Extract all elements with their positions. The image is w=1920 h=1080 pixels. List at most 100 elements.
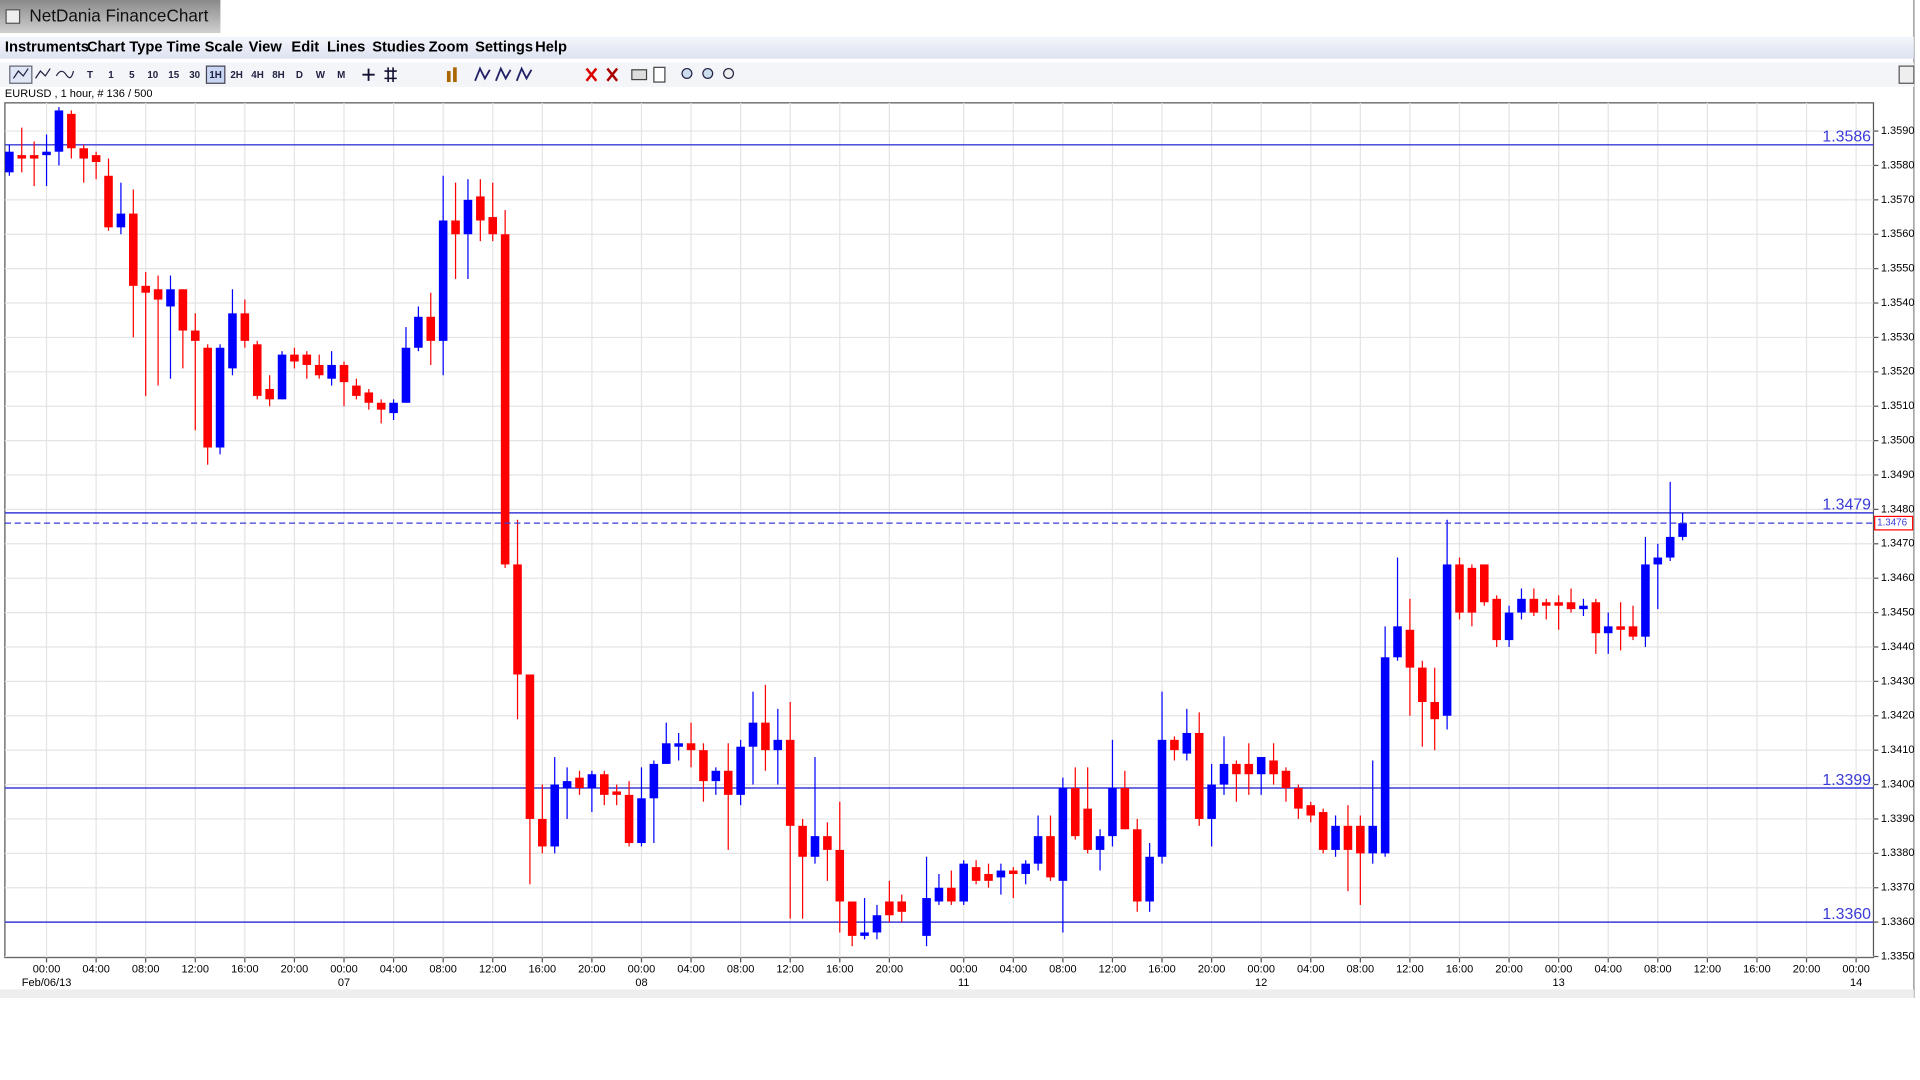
candle-body xyxy=(1021,863,1030,874)
timeframe-button[interactable]: 30 xyxy=(189,70,200,81)
candle-body xyxy=(67,113,76,149)
candle-body xyxy=(1616,626,1625,630)
menu-item[interactable]: View xyxy=(249,40,283,56)
candle-body xyxy=(500,234,510,565)
menu-item[interactable]: Time Scale xyxy=(167,40,243,56)
marks: 1.3586 1.3479 1.3399 1.3360 1.3476 xyxy=(4,106,1914,947)
x-tick-label: 04:00 xyxy=(82,964,110,976)
menu-item[interactable]: Studies xyxy=(372,40,425,56)
candle-body xyxy=(1368,825,1378,854)
candle-body xyxy=(860,932,869,936)
candle-body xyxy=(624,794,634,844)
candle-body xyxy=(1480,564,1489,603)
timeframe-button[interactable]: 8H xyxy=(272,70,285,81)
y-tick-label: 1.3540 xyxy=(1881,297,1915,309)
timeframe-button[interactable]: 1H xyxy=(209,70,222,81)
timeframe-button[interactable]: W xyxy=(316,70,326,81)
date-label: 12 xyxy=(1255,977,1267,989)
volume-button[interactable] xyxy=(446,71,451,83)
candle-body xyxy=(885,901,894,916)
x-tick-label: 00:00 xyxy=(1842,964,1870,976)
candle-body xyxy=(1281,770,1291,788)
candle-body xyxy=(1541,602,1551,606)
timeframe-button[interactable]: D xyxy=(296,70,303,81)
candle-body xyxy=(1492,598,1501,641)
chart-type-button[interactable] xyxy=(9,65,33,84)
timeframe-button[interactable]: 4H xyxy=(251,70,264,81)
candle-body xyxy=(798,825,807,857)
timeframe-button[interactable]: 1 xyxy=(108,70,114,81)
timeframe-button[interactable]: 15 xyxy=(168,70,179,81)
y-tick-label: 1.3480 xyxy=(1881,503,1915,515)
menu-item[interactable]: Zoom xyxy=(429,40,469,56)
candle-body xyxy=(29,155,39,159)
candle-body xyxy=(1591,602,1601,634)
timeframe-button[interactable]: 10 xyxy=(147,70,158,81)
menu-item[interactable]: Lines xyxy=(327,40,365,56)
zoom-reset-button[interactable] xyxy=(723,67,735,79)
candle-body xyxy=(1145,856,1154,902)
timeframe-button[interactable]: 5 xyxy=(129,70,135,81)
x-tick-label: 20:00 xyxy=(578,964,606,976)
print-button[interactable] xyxy=(631,69,648,81)
zoom-in-button[interactable] xyxy=(681,67,693,79)
icon xyxy=(12,68,29,79)
candle-body xyxy=(1083,808,1092,850)
candle-body xyxy=(600,774,609,795)
candle-body xyxy=(1380,657,1390,854)
menu-item[interactable]: Settings xyxy=(475,40,533,56)
line-tools[interactable] xyxy=(474,66,533,82)
chart-type-button[interactable] xyxy=(55,70,75,79)
candle-body xyxy=(1603,626,1613,634)
candle-body xyxy=(1219,763,1229,785)
level-label: 1.3586 xyxy=(1822,129,1871,146)
candle-body xyxy=(872,915,882,933)
candle-body xyxy=(178,289,188,331)
menu-item[interactable]: Instruments xyxy=(5,40,89,56)
menu-item[interactable]: Help xyxy=(535,40,567,56)
y-tick-label: 1.3590 xyxy=(1881,125,1915,137)
date-label: 13 xyxy=(1553,977,1565,989)
x-tick-label: 16:00 xyxy=(1148,964,1176,976)
candle-body xyxy=(1579,605,1588,610)
x-tick-label: 04:00 xyxy=(1297,964,1325,976)
candle-body xyxy=(302,354,312,365)
candle-body xyxy=(476,196,485,221)
last-price-box xyxy=(1874,515,1914,531)
panel-button[interactable] xyxy=(1898,65,1915,84)
zoom-out-button[interactable] xyxy=(702,67,714,79)
y-tick-label: 1.3410 xyxy=(1881,744,1915,756)
x-tick-label: 12:00 xyxy=(1396,964,1424,976)
grid-button[interactable] xyxy=(384,67,397,83)
chart-type-button[interactable] xyxy=(35,68,51,79)
x-tick-label: 00:00 xyxy=(1545,964,1573,976)
y-tick-label: 1.3580 xyxy=(1881,159,1915,171)
candle-body xyxy=(810,836,820,857)
timeframe-button[interactable]: M xyxy=(337,70,345,81)
candle-body xyxy=(1318,812,1328,850)
delete-button[interactable] xyxy=(585,67,598,82)
candle-body xyxy=(1455,564,1464,613)
preview-button[interactable] xyxy=(653,66,666,83)
x-tick-label: 12:00 xyxy=(479,964,507,976)
candle-body xyxy=(1232,763,1241,775)
candle-body xyxy=(1517,598,1526,613)
candle-body xyxy=(748,722,758,747)
x-tick-label: 00:00 xyxy=(1247,964,1275,976)
candle-body xyxy=(265,389,274,400)
candle-body xyxy=(1430,702,1439,720)
crosshair-button[interactable] xyxy=(362,68,375,81)
x-tick-label: 12:00 xyxy=(1099,964,1127,976)
menu-item[interactable]: Chart Type xyxy=(87,40,163,56)
timeframe-button[interactable]: 2H xyxy=(230,70,243,81)
menu-item[interactable]: Edit xyxy=(291,40,319,56)
candle-body xyxy=(5,151,14,173)
toolbar xyxy=(0,62,1914,87)
last-price-label: 1.3476 xyxy=(1877,518,1907,529)
candle-body xyxy=(525,674,535,819)
y-tick-label: 1.3520 xyxy=(1881,366,1915,378)
delete-all-button[interactable] xyxy=(606,67,619,82)
candle-body xyxy=(1665,536,1675,558)
candle-body xyxy=(1070,787,1080,837)
timeframe-button[interactable]: T xyxy=(87,70,93,81)
